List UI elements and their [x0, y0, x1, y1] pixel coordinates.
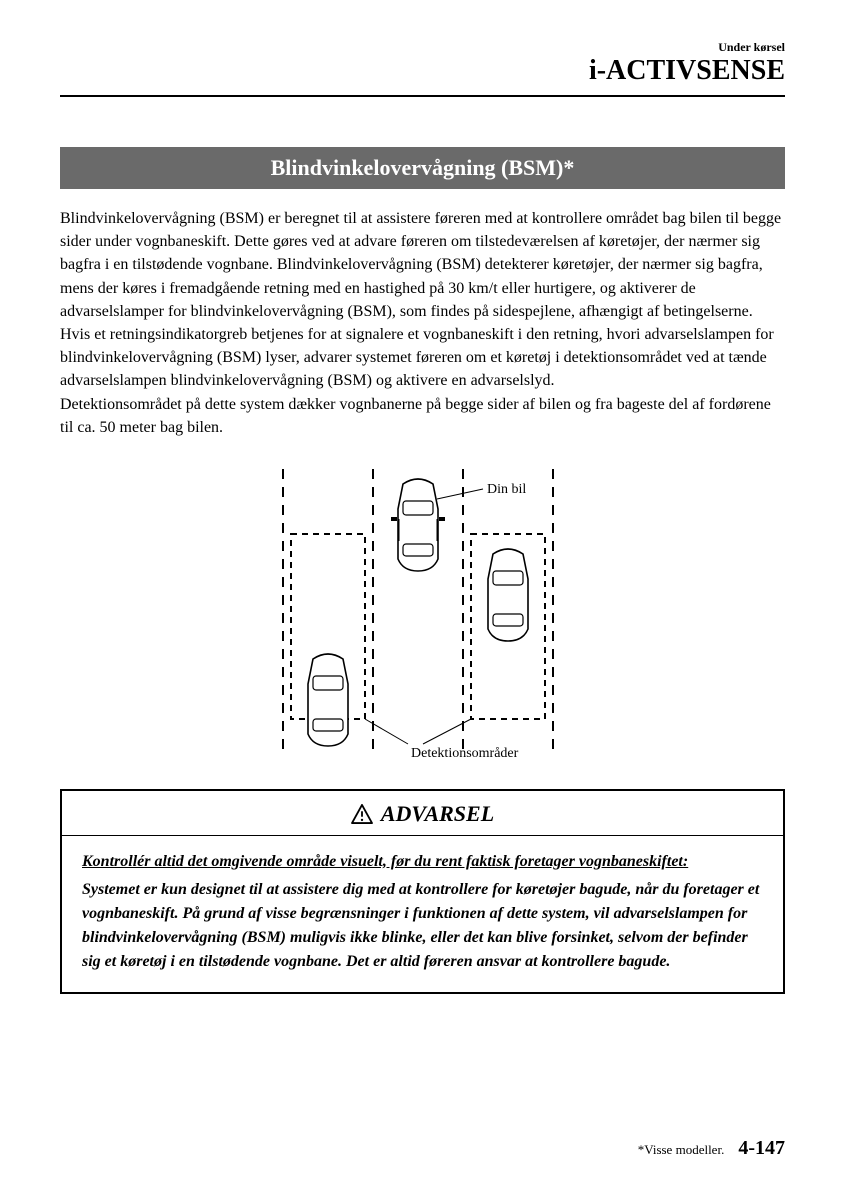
page-number: 4-147	[738, 1137, 785, 1160]
warning-triangle-icon	[351, 804, 373, 824]
section-banner: Blindvinkelovervågning (BSM)*	[60, 147, 785, 189]
page-footer: *Visse modeller. 4-147	[638, 1137, 785, 1160]
warning-header: ADVARSEL	[62, 791, 783, 836]
body-paragraph-1: Blindvinkelovervågning (BSM) er beregnet…	[60, 207, 785, 439]
page-title: i-ACTIVSENSE	[60, 55, 785, 87]
breadcrumb: Under kørsel	[60, 40, 785, 55]
your-car-label: Din bil	[437, 482, 526, 499]
detection-label: Detektionsområder	[365, 719, 519, 759]
paragraph-2-text: Detektionsområdet på dette system dækker…	[60, 396, 771, 436]
warning-detail: Systemet er kun designet til at assister…	[82, 878, 763, 974]
bsm-diagram: Din bil Detektionsområder	[213, 459, 633, 759]
warning-title: ADVARSEL	[381, 801, 494, 827]
warning-lead: Kontrollér altid det omgivende område vi…	[82, 850, 763, 874]
paragraph-1-text: Blindvinkelovervågning (BSM) er beregnet…	[60, 210, 781, 389]
diagram-container: Din bil Detektionsområder	[60, 459, 785, 759]
your-car-icon	[391, 479, 445, 571]
warning-box: ADVARSEL Kontrollér altid det omgivende …	[60, 789, 785, 994]
page-header: Under kørsel i-ACTIVSENSE	[60, 40, 785, 87]
footnote: *Visse modeller.	[638, 1142, 725, 1158]
other-car-left-icon	[308, 654, 348, 746]
title-rule	[60, 95, 785, 97]
other-car-right-icon	[488, 549, 528, 641]
detection-label-text: Detektionsområder	[411, 746, 519, 759]
your-car-label-text: Din bil	[487, 482, 526, 497]
warning-body: Kontrollér altid det omgivende område vi…	[62, 836, 783, 992]
